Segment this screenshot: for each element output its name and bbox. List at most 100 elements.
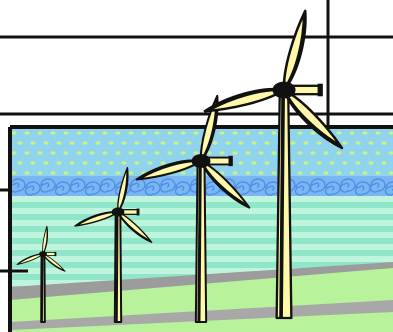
wind-turbine xyxy=(16,225,66,323)
nacelle-tail xyxy=(54,251,57,257)
sky-dot xyxy=(303,161,309,165)
sky-dot xyxy=(212,141,218,145)
swirl xyxy=(309,178,326,193)
sky-dot xyxy=(238,141,244,145)
nacelle-tail xyxy=(136,208,140,216)
sky-dot xyxy=(82,141,88,145)
swirl xyxy=(234,181,251,196)
swirl xyxy=(339,178,356,193)
sky-dot xyxy=(95,161,101,165)
scene-frame xyxy=(8,125,393,332)
sky-dot xyxy=(316,141,322,145)
sky-dot xyxy=(102,131,108,135)
wind-turbine xyxy=(135,94,251,323)
swirl xyxy=(369,178,386,193)
sky-dot xyxy=(355,161,361,165)
sky-dot xyxy=(297,171,303,175)
swirl xyxy=(24,181,41,196)
swirl xyxy=(39,178,56,193)
sky-dot xyxy=(82,161,88,165)
sky-dot xyxy=(115,151,121,155)
wind-turbine xyxy=(203,9,344,320)
sky-dot xyxy=(147,161,153,165)
sky-dot xyxy=(173,141,179,145)
sky-dot xyxy=(37,171,43,175)
sky-dot xyxy=(43,161,49,165)
sky-dot xyxy=(76,151,82,155)
sky-dot xyxy=(43,141,49,145)
sky-dot xyxy=(108,141,114,145)
sky-dot xyxy=(63,171,69,175)
sky-dot xyxy=(310,171,316,175)
nacelle-tail xyxy=(228,155,233,167)
swirl xyxy=(249,178,266,193)
sky-dot xyxy=(245,151,251,155)
swirl xyxy=(54,181,71,196)
sky-dot xyxy=(17,161,23,165)
sky-dot xyxy=(63,151,69,155)
sky-dot xyxy=(11,131,17,135)
sky-dot xyxy=(63,131,69,135)
sky-dot xyxy=(102,151,108,155)
sky-dot xyxy=(297,151,303,155)
sky-dot xyxy=(134,141,140,145)
sky-dots xyxy=(11,131,393,175)
sky-dot xyxy=(160,141,166,145)
sky-dot xyxy=(76,171,82,175)
sky-dot xyxy=(102,171,108,175)
sky-dot xyxy=(251,141,257,145)
sky-dot xyxy=(128,171,134,175)
sky-dot xyxy=(290,141,296,145)
sky-dot xyxy=(310,131,316,135)
sky-dot xyxy=(24,131,30,135)
swirl xyxy=(10,178,26,193)
sky-dot xyxy=(141,131,147,135)
sky-dot xyxy=(290,161,296,165)
sky-dot xyxy=(258,171,264,175)
sky-dot xyxy=(349,131,355,135)
sky-dot xyxy=(258,151,264,155)
swirl xyxy=(324,181,341,196)
sky-dot xyxy=(17,141,23,145)
sky-dot xyxy=(271,131,277,135)
sky-dot xyxy=(115,131,121,135)
sky-dot xyxy=(30,161,36,165)
sky-dot xyxy=(30,141,36,145)
sky-dot xyxy=(76,131,82,135)
turbine-hub xyxy=(111,207,125,217)
sky-dot xyxy=(24,171,30,175)
turbine-hub xyxy=(272,81,296,99)
swirl xyxy=(354,181,371,196)
sky-dot xyxy=(238,161,244,165)
sky-dot xyxy=(271,151,277,155)
sky-dot xyxy=(323,151,329,155)
sky-dot xyxy=(121,161,127,165)
sky-dot xyxy=(381,161,387,165)
sky-dot xyxy=(11,151,17,155)
sky-dot xyxy=(219,151,225,155)
sky-dot xyxy=(24,151,30,155)
sky-dot xyxy=(128,131,134,135)
sky-dot xyxy=(108,161,114,165)
swirl xyxy=(204,181,221,196)
sky-dot xyxy=(69,141,75,145)
sky-dot xyxy=(128,151,134,155)
sky-dot xyxy=(56,141,62,145)
sky-dot xyxy=(147,141,153,145)
sky-dot xyxy=(219,131,225,135)
sky-dot xyxy=(193,131,199,135)
sky-dot xyxy=(167,131,173,135)
tower-shadow xyxy=(279,89,285,319)
swirl xyxy=(69,178,86,193)
turbine-hub xyxy=(191,154,211,168)
sky-dot xyxy=(154,131,160,135)
sky-dot xyxy=(342,161,348,165)
swirl xyxy=(384,181,393,196)
sky-dot xyxy=(297,131,303,135)
sky-dot xyxy=(95,141,101,145)
sky-dot xyxy=(50,171,56,175)
sky-dot xyxy=(251,161,257,165)
sky-dot xyxy=(56,161,62,165)
sky-dot xyxy=(375,171,381,175)
